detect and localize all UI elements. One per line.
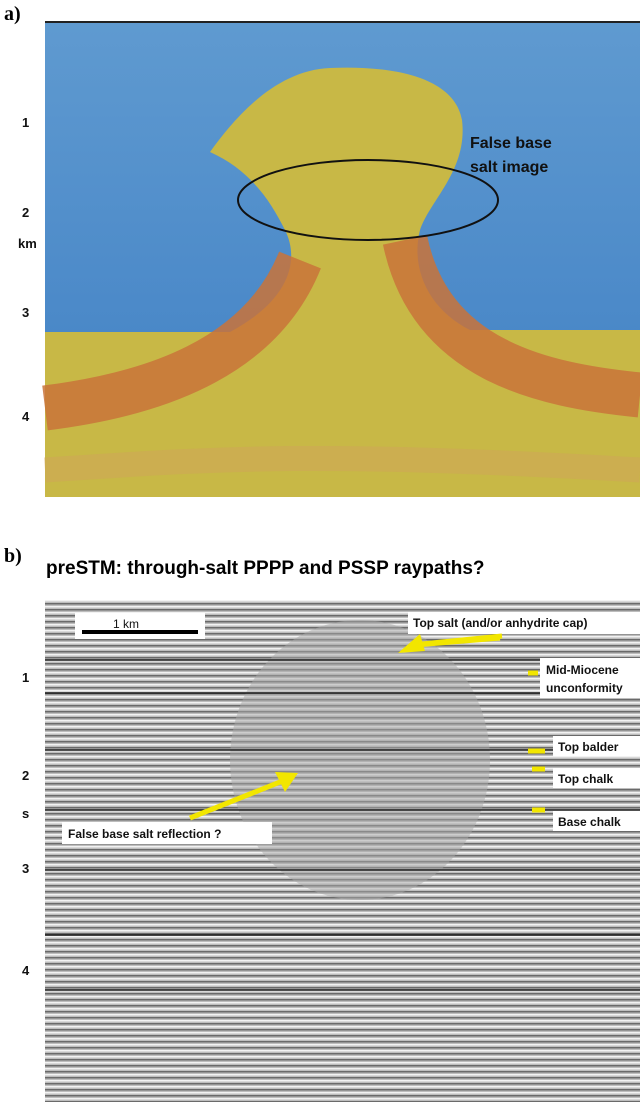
axis-label: s: [22, 806, 29, 821]
annotation: Top balder: [558, 740, 619, 754]
annotation: False base: [470, 135, 552, 152]
axis-label: 1: [22, 670, 29, 685]
axis-label: 3: [22, 861, 29, 876]
annotation: False base salt reflection ?: [68, 827, 221, 841]
axis-label: km: [18, 236, 37, 251]
panel-title: preSTM: through-salt PPPP and PSSP raypa…: [46, 558, 485, 579]
annotation: Mid-Miocene: [546, 663, 619, 677]
seismic-image-b: [45, 600, 640, 1102]
scale-bar-label: 1 km: [113, 617, 139, 631]
annotation: salt image: [470, 159, 548, 176]
panel-label: a): [4, 3, 21, 25]
seismic-image-a: [42, 21, 640, 497]
axis-label: 2: [22, 768, 29, 783]
axis-label: 4: [22, 409, 30, 424]
axis-label: 3: [22, 305, 29, 320]
annotation: Top chalk: [558, 772, 613, 786]
annotation: Top salt (and/or anhydrite cap): [413, 616, 587, 630]
annotation: unconformity: [546, 681, 623, 695]
axis-label: 1: [22, 115, 29, 130]
axis-label: 2: [22, 205, 29, 220]
axis-label: 4: [22, 963, 30, 978]
panel-label: b): [4, 545, 22, 567]
annotation: Base chalk: [558, 815, 621, 829]
